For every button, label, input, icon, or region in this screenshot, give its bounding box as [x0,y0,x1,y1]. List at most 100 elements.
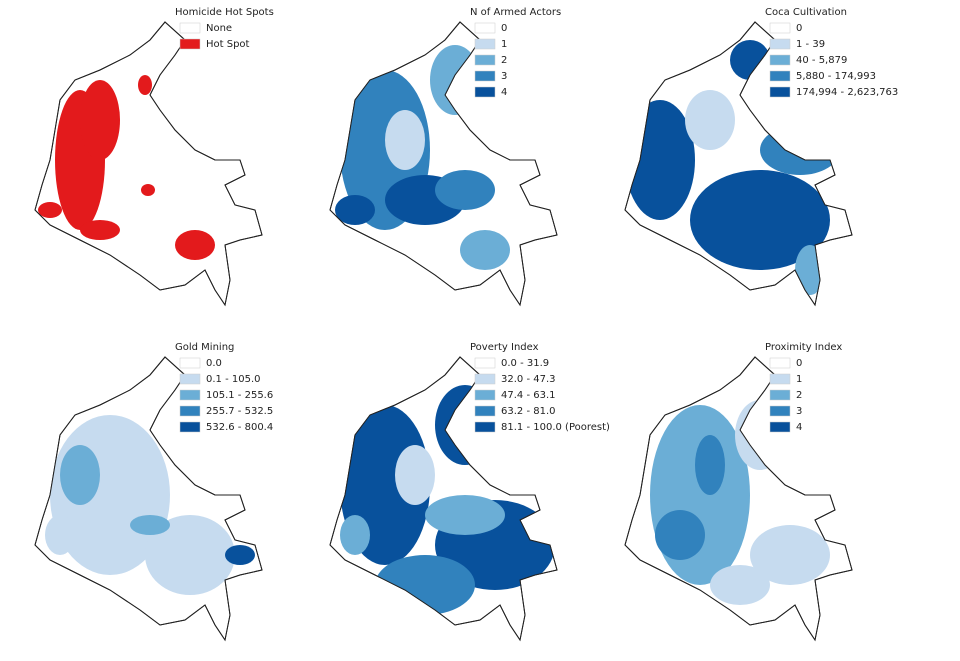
region [80,80,120,160]
map-panel: Proximity Index 0 1 2 3 4 [624,342,853,641]
map-panel: Homicide Hot Spots None Hot Spot [34,7,274,306]
legend-swatch [474,373,496,385]
region [335,195,375,225]
region [395,445,435,505]
legend-label: Hot Spot [206,39,250,50]
legend-swatch [769,22,791,34]
legend-label: 63.2 - 81.0 [501,406,556,417]
legend-swatch [179,22,201,34]
legend-swatch [769,70,791,82]
legend-label: 2 [501,55,507,66]
legend-swatch [769,54,791,66]
region [38,202,62,218]
region [225,545,255,565]
legend-title: Poverty Index [470,342,539,353]
map-panel: Poverty Index 0.0 - 31.9 32.0 - 47.3 47.4 -… [329,342,610,641]
legend-label: 81.1 - 100.0 (Poorest) [501,422,610,433]
legend-title: N of Armed Actors [470,7,561,18]
legend-swatch [474,22,496,34]
legend-label: 1 [796,374,802,385]
region [130,515,170,535]
legend-label: 0.0 [206,358,222,369]
legend-label: 4 [501,87,507,98]
legend-label: 47.4 - 63.1 [501,390,556,401]
legend-label: 255.7 - 532.5 [206,406,273,417]
legend-swatch [769,373,791,385]
legend-label: 0 [796,23,802,34]
legend-title: Proximity Index [765,342,842,353]
legend-swatch [474,421,496,433]
legend-swatch [474,54,496,66]
legend-swatch [179,357,201,369]
legend-swatch [769,389,791,401]
map-panel: Gold Mining 0.0 0.1 - 105.0 105.1 - 255.6 25… [34,342,273,641]
region [655,510,705,560]
legend-swatch [179,373,201,385]
legend-label: 3 [501,71,507,82]
region [138,75,152,95]
legend-title: Homicide Hot Spots [175,7,274,18]
legend-swatch [179,405,201,417]
legend-label: 3 [796,406,802,417]
region [460,230,510,270]
legend-label: 32.0 - 47.3 [501,374,556,385]
legend-swatch [474,405,496,417]
region [145,515,235,595]
legend-label: 0 [796,358,802,369]
legend-label: 1 - 39 [796,39,825,50]
legend-swatch [474,38,496,50]
legend-swatch [474,70,496,82]
region [690,170,830,270]
region [425,495,505,535]
region-fills [650,400,830,605]
legend-swatch [769,86,791,98]
legend-swatch [769,421,791,433]
region-fills [625,40,840,295]
legend-swatch [474,389,496,401]
region [730,40,770,80]
region [650,405,750,585]
legend-swatch [179,389,201,401]
region-fills [45,415,255,595]
legend-label: 0.0 - 31.9 [501,358,549,369]
region [760,125,840,175]
map-panel: N of Armed Actors 0 1 2 3 4 [329,7,561,306]
region [795,245,825,295]
region [385,110,425,170]
map-panel: Coca Cultivation 0 1 - 39 40 - 5,879 5,880 -… [624,7,898,306]
region [340,515,370,555]
region-fills [38,75,215,260]
legend-label: 2 [796,390,802,401]
legend-label: 0 [501,23,507,34]
region [60,445,100,505]
region [141,184,155,196]
region [710,565,770,605]
legend-label: 1 [501,39,507,50]
legend-swatch [179,421,201,433]
legend-swatch [769,405,791,417]
legend-label: 40 - 5,879 [796,55,847,66]
region [175,230,215,260]
legend-label: None [206,23,232,34]
legend-swatch [474,357,496,369]
region [375,555,475,615]
legend-swatch [769,357,791,369]
legend-label: 0.1 - 105.0 [206,374,261,385]
region [625,100,695,220]
region [80,220,120,240]
region [435,170,495,210]
legend-title: Coca Cultivation [765,7,847,18]
region [430,45,480,115]
legend-label: 174,994 - 2,623,763 [796,87,898,98]
legend-swatch [474,86,496,98]
legend-label: 105.1 - 255.6 [206,390,273,401]
region [750,525,830,585]
legend-label: 532.6 - 800.4 [206,422,273,433]
legend-label: 5,880 - 174,993 [796,71,876,82]
region [695,435,725,495]
legend-label: 4 [796,422,802,433]
legend-swatch [179,38,201,50]
legend-swatch [769,38,791,50]
region [45,515,75,555]
